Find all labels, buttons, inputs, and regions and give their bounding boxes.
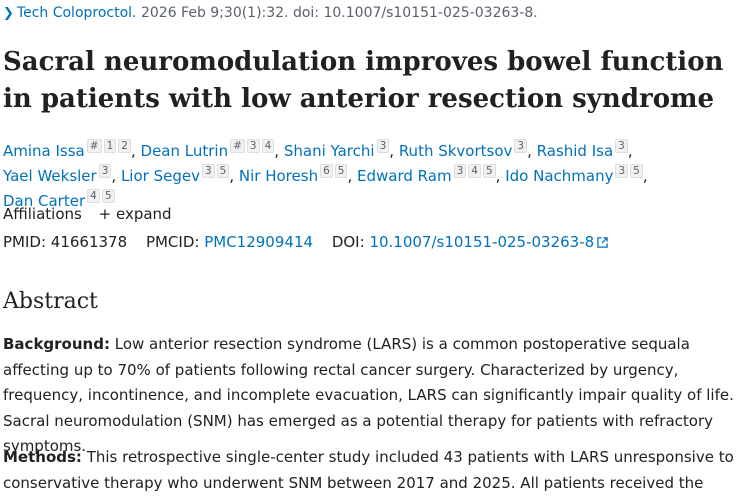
author-item: Dan Carter 4 5	[3, 189, 115, 210]
author-link[interactable]: Nir Horesh	[238, 167, 319, 185]
affiliation-marker[interactable]: 4	[468, 164, 481, 178]
affiliations-label: Affiliations	[3, 205, 82, 223]
background-label: Background:	[3, 335, 110, 353]
author-item: Nir Horesh 6 5,	[238, 164, 353, 185]
author-separator: ,	[642, 167, 648, 185]
affiliation-marker[interactable]: 5	[216, 164, 230, 178]
affiliation-marker[interactable]: 5	[334, 164, 348, 178]
affiliation-marker[interactable]: 3	[376, 139, 390, 153]
author-link[interactable]: Shani Yarchi	[283, 142, 375, 160]
author-item: Shani Yarchi 3,	[283, 139, 395, 160]
author-link[interactable]: Lior Segev	[120, 167, 200, 185]
author-link[interactable]: Edward Ram	[357, 167, 452, 185]
doi-label: DOI:	[331, 233, 365, 251]
author-separator: ,	[130, 142, 136, 160]
journal-link[interactable]: Tech Coloproctol.	[16, 5, 137, 21]
citation-line: ❯ Tech Coloproctol. 2026 Feb 9;30(1):32. …	[3, 5, 538, 21]
pmid-label: PMID:	[3, 233, 47, 251]
author-link[interactable]: Rashid Isa	[536, 142, 614, 160]
author-separator: ,	[627, 142, 633, 160]
affiliation-marker[interactable]: 1	[103, 139, 117, 153]
author-item: Ido Nachmany 3 5,	[505, 164, 648, 185]
author-link[interactable]: Amina Issa	[3, 142, 85, 160]
abstract-heading: Abstract	[3, 289, 98, 314]
affiliation-marker[interactable]: 2	[118, 139, 131, 153]
external-link-icon	[597, 237, 608, 248]
author-link[interactable]: Dan Carter	[3, 192, 86, 210]
author-separator: ,	[274, 142, 280, 160]
methods-label: Methods:	[3, 448, 82, 466]
affiliation-marker[interactable]: 4	[87, 189, 100, 203]
author-item: Yael Weksler 3,	[3, 164, 117, 185]
doi-value: 10.1007/s10151-025-03263-8	[369, 233, 595, 251]
affiliation-marker[interactable]: 5	[630, 164, 643, 178]
affiliation-marker[interactable]: 3	[615, 164, 629, 178]
author-item: Ruth Skvortsov 3,	[398, 139, 532, 160]
background-text: Low anterior resection syndrome (LARS) i…	[3, 335, 734, 455]
pmcid-label: PMCID:	[145, 233, 200, 251]
author-separator: ,	[347, 167, 353, 185]
pmid-value: 41661378	[50, 233, 128, 251]
affiliations-row: Affiliations + expand	[3, 205, 172, 223]
affiliation-marker[interactable]: 3	[98, 164, 112, 178]
affiliation-marker[interactable]: 3	[246, 139, 260, 153]
methods-text: This retrospective single-center study i…	[3, 448, 734, 492]
citation-details: 2026 Feb 9;30(1):32. doi: 10.1007/s10151…	[136, 5, 538, 21]
affiliation-marker[interactable]: 3	[201, 164, 215, 178]
abstract-background: Background: Low anterior resection syndr…	[3, 332, 747, 460]
affiliation-marker[interactable]: 6	[320, 164, 333, 178]
author-item: Edward Ram 3 4 5,	[357, 164, 501, 185]
author-separator: ,	[495, 167, 501, 185]
affiliation-marker[interactable]: 4	[261, 139, 275, 153]
author-separator: ,	[111, 167, 117, 185]
author-separator: ,	[527, 142, 532, 160]
doi-link[interactable]: 10.1007/s10151-025-03263-8	[369, 233, 608, 251]
affiliation-marker[interactable]: #	[86, 139, 102, 153]
author-separator: ,	[389, 142, 395, 160]
chevron-right-icon[interactable]: ❯	[3, 6, 14, 21]
author-list: Amina Issa #1 2, Dean Lutrin #3 4, Shani Yar…	[3, 139, 743, 214]
author-item: Rashid Isa 3,	[536, 139, 633, 160]
abstract-methods: Methods: This retrospective single-cente…	[3, 445, 747, 496]
author-item: Dean Lutrin #3 4,	[140, 139, 280, 160]
affiliation-marker[interactable]: 3	[514, 139, 528, 153]
plus-icon: +	[98, 205, 112, 223]
author-separator: ,	[229, 167, 235, 185]
expand-affiliations-button[interactable]: + expand	[99, 205, 172, 223]
pmcid-link[interactable]: PMC12909414	[204, 233, 314, 251]
affiliation-marker[interactable]: 3	[453, 164, 467, 178]
author-link[interactable]: Ido Nachmany	[505, 167, 614, 185]
author-link[interactable]: Dean Lutrin	[140, 142, 229, 160]
author-item: Amina Issa #1 2,	[3, 139, 136, 160]
affiliation-marker[interactable]: #	[230, 139, 245, 153]
author-item: Lior Segev 3 5,	[120, 164, 235, 185]
affiliation-marker[interactable]: 5	[101, 189, 115, 203]
identifiers-row: PMID: 41661378 PMCID: PMC12909414 DOI: 1…	[3, 233, 622, 251]
expand-label: expand	[115, 205, 172, 223]
author-link[interactable]: Ruth Skvortsov	[398, 142, 513, 160]
affiliation-marker[interactable]: 3	[615, 139, 628, 153]
article-title: Sacral neuromodulation improves bowel fu…	[3, 47, 724, 114]
affiliation-marker[interactable]: 5	[482, 164, 496, 178]
author-link[interactable]: Yael Weksler	[3, 167, 97, 185]
